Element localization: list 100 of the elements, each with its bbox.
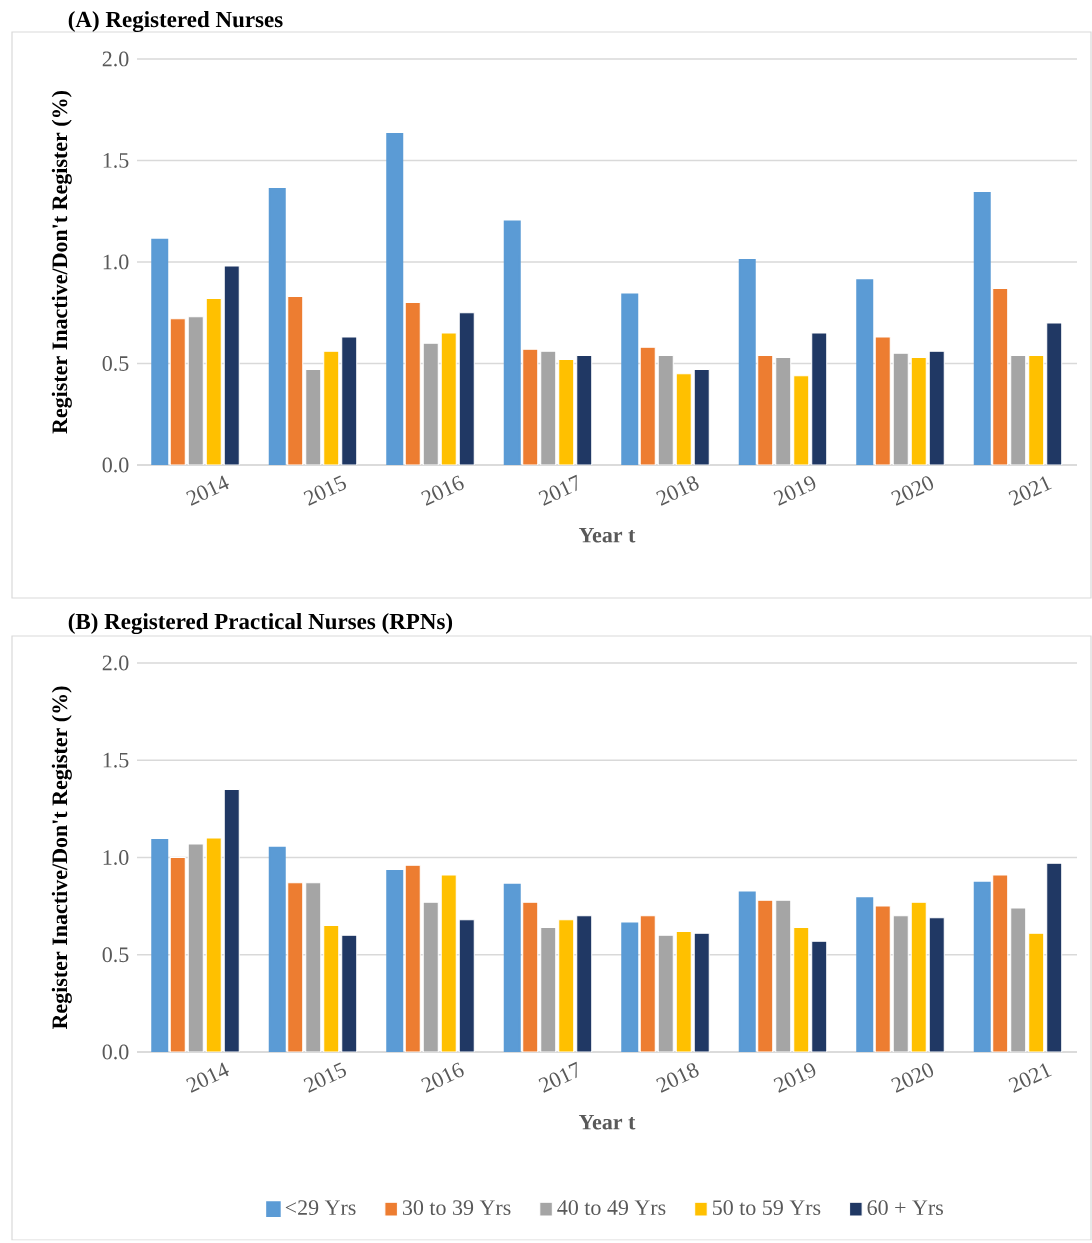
bar bbox=[1046, 322, 1063, 465]
bar bbox=[811, 940, 828, 1052]
bar bbox=[287, 296, 304, 465]
y-tick-label: 1.5 bbox=[103, 153, 129, 168]
y-tick-label: 1.0 bbox=[103, 850, 129, 865]
bar bbox=[305, 369, 322, 465]
bar bbox=[1010, 354, 1027, 465]
bar bbox=[693, 369, 710, 465]
bar bbox=[910, 901, 927, 1052]
bar bbox=[1028, 932, 1045, 1052]
x-tick-label: 2016 bbox=[421, 1062, 464, 1093]
bar bbox=[621, 293, 639, 465]
x-tick-label: 2020 bbox=[891, 1063, 934, 1093]
y-tick-label: 1.0 bbox=[103, 254, 129, 270]
bar bbox=[341, 336, 358, 465]
bar bbox=[422, 901, 439, 1052]
bar bbox=[693, 932, 710, 1052]
bar bbox=[341, 934, 358, 1052]
bar bbox=[540, 350, 557, 465]
bar bbox=[440, 332, 457, 465]
bar bbox=[928, 917, 945, 1052]
bar bbox=[576, 915, 593, 1052]
x-tick-label: 2014 bbox=[186, 1062, 229, 1093]
chart-title: (B) Registered Practical Nurses (RPNs) bbox=[68, 613, 453, 635]
bar bbox=[910, 356, 927, 465]
y-tick-label: 0.5 bbox=[102, 947, 129, 963]
bar bbox=[775, 356, 792, 465]
legend-label: 40 to 49 Yrs bbox=[557, 1200, 666, 1216]
x-tick-label: 2015 bbox=[303, 475, 346, 506]
bar bbox=[323, 350, 340, 465]
bar bbox=[187, 843, 204, 1052]
x-tick-label: 2016 bbox=[421, 475, 464, 506]
legend-label: <29 Yrs bbox=[285, 1200, 356, 1216]
y-tick-label: 0.0 bbox=[102, 457, 129, 473]
bar bbox=[657, 354, 674, 465]
bar bbox=[793, 375, 810, 465]
bar bbox=[639, 346, 656, 465]
y-tick-label: 0.5 bbox=[102, 356, 129, 371]
y-tick-label: 2.0 bbox=[102, 655, 129, 671]
bar bbox=[892, 352, 909, 465]
bar bbox=[775, 899, 792, 1052]
bar bbox=[440, 874, 457, 1052]
bar bbox=[1010, 907, 1027, 1052]
bar bbox=[205, 298, 222, 465]
x-tick-label: 2019 bbox=[773, 476, 816, 506]
bar bbox=[992, 287, 1009, 465]
bar bbox=[675, 373, 692, 465]
x-tick-label: 2021 bbox=[1008, 476, 1052, 506]
bar bbox=[458, 312, 475, 465]
bar bbox=[305, 882, 322, 1052]
bar bbox=[811, 332, 828, 465]
bar bbox=[738, 258, 756, 465]
bar bbox=[540, 927, 557, 1052]
bar bbox=[323, 925, 340, 1052]
y-tick-label: 0.0 bbox=[102, 1044, 129, 1060]
bar bbox=[503, 220, 521, 465]
bar bbox=[892, 915, 909, 1052]
x-tick-label: 2017 bbox=[538, 474, 577, 506]
chart-title: (A) Registered Nurses bbox=[68, 11, 283, 33]
x-axis-title: Year t bbox=[578, 1114, 636, 1130]
bar bbox=[223, 265, 240, 465]
y-tick-label: 2.0 bbox=[102, 51, 129, 67]
bar bbox=[169, 318, 186, 465]
x-tick-label: 2018 bbox=[656, 476, 699, 506]
bar bbox=[458, 919, 475, 1052]
bar bbox=[757, 354, 774, 465]
bar bbox=[205, 837, 222, 1052]
bar bbox=[268, 187, 286, 465]
bar bbox=[287, 882, 304, 1052]
legend-label: 50 to 59 Yrs bbox=[713, 1200, 821, 1216]
bar bbox=[874, 336, 891, 465]
y-axis-title: Register Inactive/Don't Register (%) bbox=[51, 90, 72, 434]
x-tick-label: 2021 bbox=[1008, 1063, 1052, 1093]
y-axis-title: Register Inactive/Don't Register (%) bbox=[51, 686, 72, 1030]
x-tick-label: 2020 bbox=[891, 476, 934, 506]
bar bbox=[928, 350, 945, 465]
bar bbox=[793, 927, 810, 1052]
bar bbox=[973, 191, 991, 465]
bar bbox=[223, 788, 240, 1052]
bar bbox=[558, 919, 575, 1052]
x-tick-label: 2017 bbox=[538, 1061, 577, 1093]
bar bbox=[1028, 354, 1045, 465]
x-tick-label: 2015 bbox=[303, 1062, 346, 1093]
bar bbox=[558, 358, 575, 465]
bar bbox=[992, 874, 1009, 1052]
bar bbox=[522, 901, 539, 1052]
bar bbox=[657, 934, 674, 1052]
x-axis-title: Year t bbox=[578, 527, 636, 543]
bar bbox=[404, 864, 421, 1052]
bar bbox=[856, 279, 874, 465]
bar bbox=[874, 905, 891, 1052]
bar bbox=[522, 348, 539, 465]
legend-label: 60 + Yrs bbox=[867, 1200, 943, 1216]
bar bbox=[422, 342, 439, 465]
legend-label: 30 to 39 Yrs bbox=[402, 1200, 511, 1216]
bar bbox=[151, 238, 169, 465]
bar bbox=[386, 133, 404, 465]
bar bbox=[576, 354, 593, 465]
bar bbox=[675, 930, 692, 1052]
bar bbox=[404, 302, 421, 465]
